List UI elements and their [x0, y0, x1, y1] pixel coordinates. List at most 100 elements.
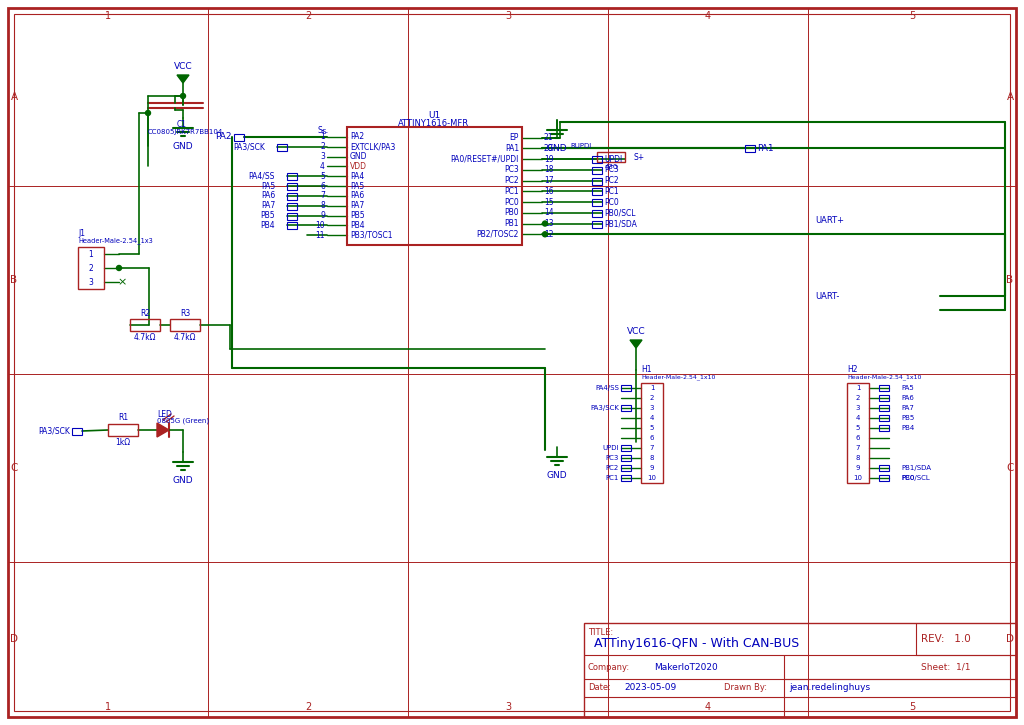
Polygon shape	[177, 75, 189, 83]
Text: PA6: PA6	[901, 395, 913, 401]
Text: 11: 11	[315, 231, 325, 240]
Text: GND: GND	[173, 476, 194, 485]
Text: PB1/SDA: PB1/SDA	[901, 465, 931, 471]
Text: 8: 8	[321, 201, 325, 210]
Text: C: C	[1007, 463, 1014, 473]
Text: D: D	[10, 634, 18, 644]
Text: 9: 9	[321, 211, 325, 220]
Text: Date:: Date:	[588, 684, 611, 692]
Bar	[287, 203, 297, 210]
Bar	[592, 210, 602, 217]
Text: PA5: PA5	[901, 385, 913, 391]
Text: 10: 10	[315, 221, 325, 230]
Text: PC2: PC2	[505, 176, 519, 185]
Text: 2: 2	[305, 11, 311, 21]
Bar	[592, 167, 602, 174]
Text: PA7: PA7	[350, 201, 365, 210]
Text: PA3/SCK: PA3/SCK	[38, 426, 70, 436]
Text: PB4: PB4	[350, 221, 365, 230]
Text: 20: 20	[544, 144, 554, 153]
Text: GND: GND	[173, 142, 194, 151]
Text: UART+: UART+	[815, 215, 844, 225]
Text: Drawn By:: Drawn By:	[724, 684, 767, 692]
Bar	[130, 319, 160, 331]
Text: 5: 5	[856, 425, 860, 431]
Text: U1: U1	[428, 110, 440, 120]
Text: 6: 6	[856, 435, 860, 441]
Text: 1: 1	[104, 702, 111, 712]
Text: 2: 2	[650, 395, 654, 401]
Text: Header-Male-2.54_1x10: Header-Male-2.54_1x10	[847, 374, 922, 380]
Text: ATTINY1616-MFR: ATTINY1616-MFR	[398, 118, 470, 128]
Bar	[287, 223, 297, 229]
Text: D: D	[1006, 634, 1014, 644]
Text: PC2: PC2	[606, 465, 618, 471]
Text: PA2: PA2	[215, 133, 232, 141]
Text: PB0: PB0	[505, 208, 519, 218]
Text: 15: 15	[544, 198, 554, 207]
Text: 2: 2	[305, 702, 311, 712]
Text: MakerIoT2020: MakerIoT2020	[654, 663, 718, 671]
Bar	[592, 188, 602, 195]
Text: R1: R1	[118, 413, 128, 421]
Text: PA7: PA7	[261, 201, 275, 210]
Text: PB3/TOSC1: PB3/TOSC1	[350, 231, 392, 240]
Text: PA1: PA1	[505, 144, 519, 153]
Text: A: A	[1007, 92, 1014, 102]
Text: 4: 4	[705, 11, 711, 21]
Text: 8: 8	[650, 455, 654, 461]
Text: GND: GND	[547, 144, 567, 153]
Text: B: B	[10, 275, 17, 285]
Text: 6: 6	[650, 435, 654, 441]
Text: TITLE:: TITLE:	[588, 628, 613, 637]
Text: PC0: PC0	[901, 475, 914, 481]
Bar	[879, 405, 889, 411]
Bar	[278, 144, 287, 151]
Text: LED: LED	[157, 410, 172, 418]
Circle shape	[543, 221, 548, 226]
Text: 3: 3	[505, 702, 511, 712]
Text: PB0/SCL: PB0/SCL	[604, 208, 636, 218]
Bar	[879, 465, 889, 471]
Text: 2023-05-09: 2023-05-09	[624, 684, 676, 692]
Text: 3: 3	[321, 152, 325, 161]
Bar	[621, 465, 631, 471]
Text: R2: R2	[140, 309, 151, 318]
Text: PA6: PA6	[350, 191, 365, 200]
Text: PB2/TOSC2: PB2/TOSC2	[476, 230, 519, 239]
Text: 4.7kΩ: 4.7kΩ	[134, 333, 157, 341]
Text: UPDI: UPDI	[604, 154, 623, 164]
Text: H2: H2	[847, 365, 857, 373]
Bar	[641, 383, 663, 483]
Text: GND: GND	[547, 471, 567, 480]
Text: 4.7kΩ: 4.7kΩ	[174, 333, 197, 341]
Text: EP: EP	[510, 133, 519, 142]
Text: CC0805JRK7R7BB104: CC0805JRK7R7BB104	[148, 129, 223, 135]
Text: VCC: VCC	[627, 327, 645, 336]
Text: PA0/RESET#/UPDI: PA0/RESET#/UPDI	[451, 154, 519, 164]
Text: 430: 430	[604, 164, 617, 170]
Bar	[234, 134, 244, 141]
Text: S-: S-	[317, 126, 325, 136]
Text: 21: 21	[544, 133, 554, 142]
Text: PA4/SS: PA4/SS	[595, 385, 618, 391]
Bar	[879, 425, 889, 431]
Circle shape	[543, 232, 548, 237]
Text: 4: 4	[321, 162, 325, 171]
Bar	[745, 146, 755, 152]
Text: 3: 3	[505, 11, 511, 21]
Text: R3: R3	[180, 309, 190, 318]
Text: PB0/SCL: PB0/SCL	[901, 475, 930, 481]
Text: 7: 7	[856, 445, 860, 451]
Text: 5: 5	[909, 702, 915, 712]
Bar	[592, 199, 602, 206]
Text: 5: 5	[909, 11, 915, 21]
Text: ×: ×	[118, 277, 127, 287]
Text: PC3: PC3	[605, 455, 618, 461]
Text: PB1/SDA: PB1/SDA	[604, 219, 637, 228]
Bar	[592, 156, 602, 163]
Bar	[108, 424, 138, 436]
Text: GND: GND	[350, 152, 368, 161]
Text: 17: 17	[544, 176, 554, 185]
Text: PA1: PA1	[757, 144, 773, 153]
